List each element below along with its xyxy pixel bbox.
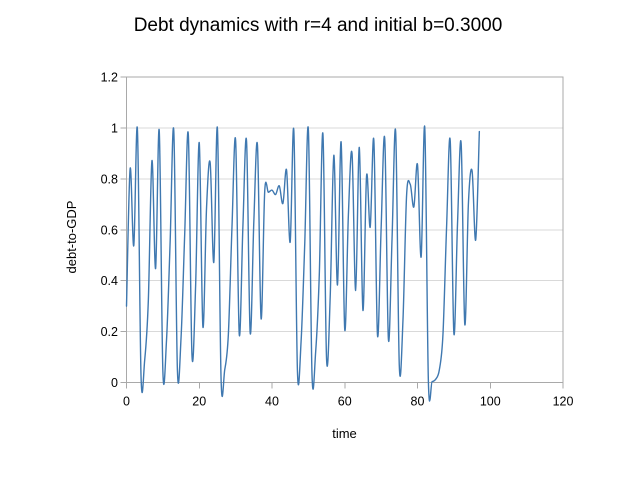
y-tick-label: 1 bbox=[111, 121, 118, 135]
y-tick-label: 0.2 bbox=[101, 325, 118, 339]
x-tick-label: 20 bbox=[192, 395, 206, 409]
x-tick-label: 80 bbox=[411, 395, 425, 409]
data-line bbox=[125, 125, 481, 402]
x-tick-label: 40 bbox=[265, 395, 279, 409]
x-tick-label: 0 bbox=[123, 395, 130, 409]
y-tick-label: 1.2 bbox=[101, 71, 118, 85]
y-tick-label: 0.8 bbox=[101, 172, 118, 186]
y-axis-title: debt-to-GDP bbox=[64, 200, 79, 274]
y-tick-label: 0.6 bbox=[101, 223, 118, 237]
x-tick-label: 100 bbox=[480, 395, 501, 409]
x-axis-title: time bbox=[332, 426, 357, 441]
y-tick-label: 0.4 bbox=[101, 274, 118, 288]
x-tick-label: 60 bbox=[338, 395, 352, 409]
y-tick-label: 0 bbox=[111, 376, 118, 390]
chart-title: Debt dynamics with r=4 and initial b=0.3… bbox=[133, 15, 503, 36]
x-tick-label: 120 bbox=[553, 395, 574, 409]
